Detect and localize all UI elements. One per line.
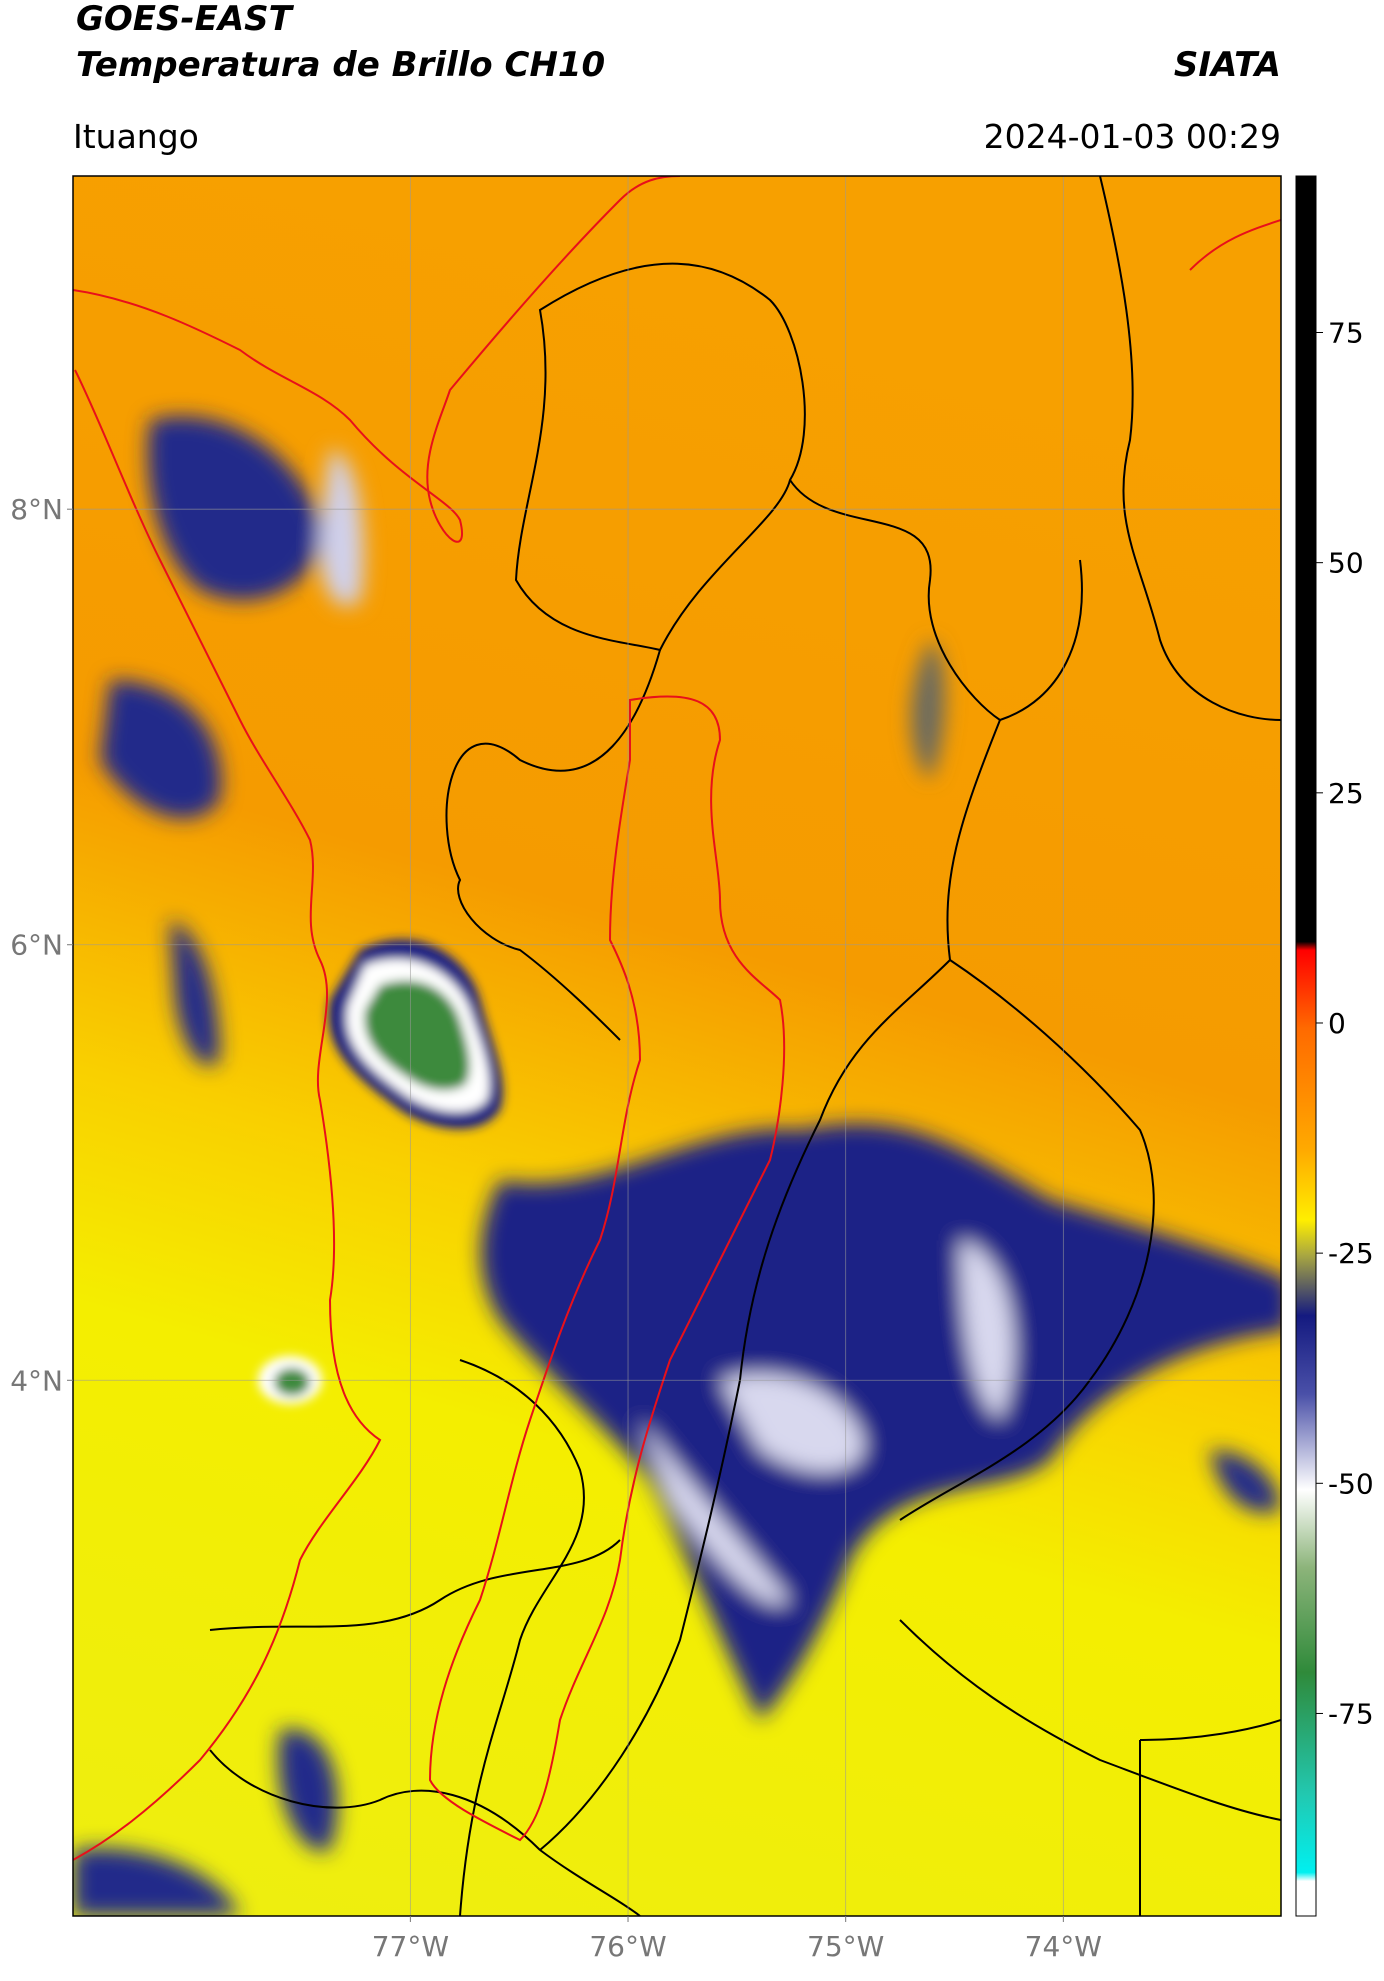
graticule bbox=[73, 176, 1281, 1916]
x-tick-label: 76°W bbox=[589, 1930, 666, 1963]
datetime: 2024-01-03 00:29 bbox=[984, 117, 1281, 156]
colorbar-tick-label: -25 bbox=[1328, 1237, 1374, 1270]
map-background bbox=[73, 176, 1281, 1916]
y-tick-label: 8°N bbox=[10, 493, 63, 526]
colorbar bbox=[1295, 175, 1317, 1917]
x-tick-label: 74°W bbox=[1025, 1930, 1102, 1963]
coast-and-basin bbox=[73, 176, 1281, 1861]
colorbar-tick-label: 0 bbox=[1328, 1007, 1346, 1040]
cloud-field bbox=[73, 416, 1281, 1916]
colorbar-tick-label: 25 bbox=[1328, 777, 1364, 810]
map-frame bbox=[72, 175, 1282, 1917]
admin-borders bbox=[209, 176, 1281, 1916]
colorbar-tick-label: 75 bbox=[1328, 317, 1364, 350]
colorbar-ticks: 75 50 25 0 -25 -50 -75 bbox=[1316, 317, 1374, 1730]
subtitle: Temperatura de Brillo CH10 bbox=[76, 45, 605, 85]
source: SIATA bbox=[1174, 45, 1281, 85]
region: Ituango bbox=[73, 117, 199, 156]
map-ticks: 77°W 76°W 75°W 74°W 8°N 6°N 4°N bbox=[10, 493, 1102, 1963]
y-tick-label: 4°N bbox=[10, 1364, 63, 1397]
colorbar-tick-label: 50 bbox=[1328, 547, 1364, 580]
title: GOES-EAST bbox=[76, 0, 295, 39]
y-tick-label: 6°N bbox=[10, 929, 63, 962]
map bbox=[73, 176, 1281, 1916]
x-tick-label: 77°W bbox=[372, 1930, 449, 1963]
colorbar-tick-label: -75 bbox=[1328, 1697, 1374, 1730]
colorbar-tick-label: -50 bbox=[1328, 1467, 1374, 1500]
x-tick-label: 75°W bbox=[807, 1930, 884, 1963]
